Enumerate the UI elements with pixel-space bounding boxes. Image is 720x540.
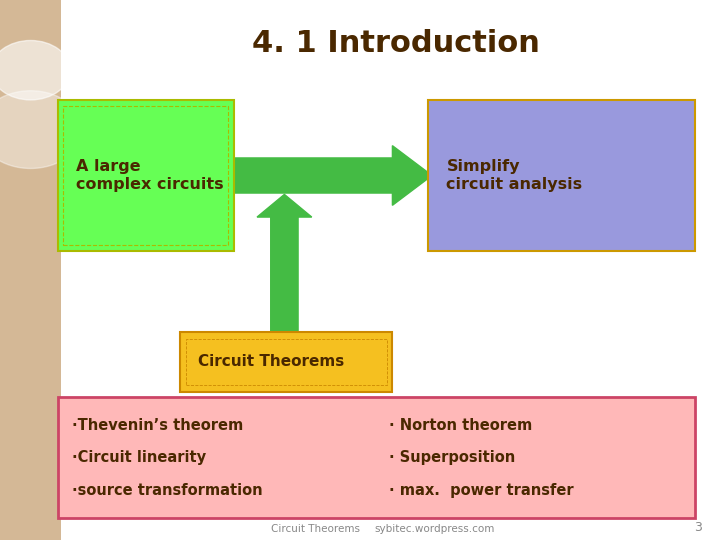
FancyArrow shape [257,194,312,335]
Text: · Superposition: · Superposition [389,450,515,465]
Text: ·Circuit linearity: ·Circuit linearity [72,450,206,465]
Text: Circuit Theorems: Circuit Theorems [271,523,360,534]
Text: 3: 3 [694,521,702,534]
Circle shape [0,40,71,100]
Text: ·source transformation: ·source transformation [72,483,263,498]
Circle shape [0,91,82,168]
Text: A large
complex circuits: A large complex circuits [76,159,223,192]
FancyBboxPatch shape [58,100,234,251]
Text: · max.  power transfer: · max. power transfer [389,483,573,498]
Bar [0,0,61,540]
Text: · Norton theorem: · Norton theorem [389,417,532,433]
Text: ·Thevenin’s theorem: ·Thevenin’s theorem [72,417,243,433]
FancyBboxPatch shape [180,332,392,392]
FancyBboxPatch shape [58,397,695,518]
Text: Circuit Theorems: Circuit Theorems [198,354,344,369]
FancyBboxPatch shape [428,100,695,251]
Text: sybitec.wordpress.com: sybitec.wordpress.com [374,523,495,534]
Text: 4. 1 Introduction: 4. 1 Introduction [252,29,540,58]
FancyArrow shape [230,146,432,205]
Text: Simplify
circuit analysis: Simplify circuit analysis [446,159,582,192]
